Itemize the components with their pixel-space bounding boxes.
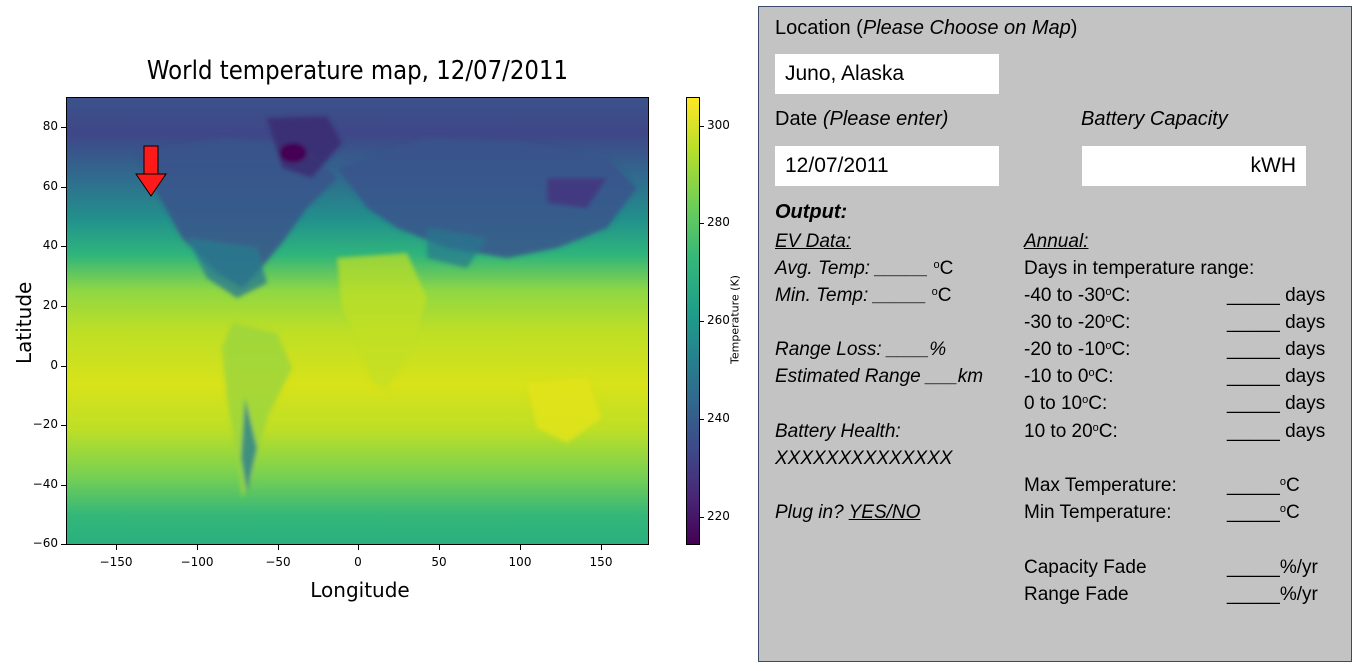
- battery-health-value: XXXXXXXXXXXXXX: [775, 448, 953, 469]
- min-temp-output: Min. Temp: _____ oC: [775, 285, 952, 306]
- range-row-label: -20 to -10oC:: [1024, 339, 1131, 360]
- x-tick-label: 50: [431, 555, 447, 569]
- annual-heading: Annual:: [1024, 231, 1089, 252]
- min-temperature-label: Min Temperature:: [1024, 502, 1172, 523]
- colorbar-label: Temperature (K): [728, 275, 742, 364]
- map-heatmap: [67, 98, 648, 544]
- max-temperature-value: _____oC: [1227, 475, 1300, 496]
- x-tick-label: −50: [265, 555, 291, 569]
- range-row-label: -40 to -30oC:: [1024, 285, 1131, 306]
- colorbar-tick: 240: [707, 411, 730, 425]
- range-row-days: _____ days: [1227, 421, 1326, 442]
- map-title: World temperature map, 12/07/2011: [146, 56, 569, 86]
- range-fade-value: _____%/yr: [1227, 584, 1318, 605]
- colorbar: [686, 97, 700, 545]
- location-marker-arrow[interactable]: [135, 145, 167, 197]
- output-heading: Output:: [775, 201, 848, 223]
- range-row-days: _____ days: [1227, 312, 1326, 333]
- y-tick-label: 60: [42, 179, 58, 193]
- y-tick-label: −60: [32, 536, 58, 550]
- colorbar-tick: 260: [707, 313, 730, 327]
- date-input[interactable]: 12/07/2011: [775, 146, 999, 186]
- estimated-range-output: Estimated Range ___km: [775, 366, 984, 387]
- y-axis-label: Latitude: [12, 281, 36, 364]
- y-tick-label: −40: [32, 477, 58, 491]
- location-label: Location (Please Choose on Map): [775, 17, 1078, 39]
- x-tick-label: 150: [589, 555, 613, 569]
- days-in-range-label: Days in temperature range:: [1024, 258, 1255, 279]
- capacity-fade-label: Capacity Fade: [1024, 557, 1147, 578]
- range-row-label: -10 to 0oC:: [1024, 366, 1114, 387]
- y-tick-label: 40: [42, 238, 58, 252]
- range-row-label: 0 to 10oC:: [1024, 393, 1108, 414]
- range-row-days: _____ days: [1227, 393, 1326, 414]
- range-row-days: _____ days: [1227, 339, 1326, 360]
- ev-data-heading: EV Data:: [775, 231, 852, 252]
- world-temperature-map[interactable]: [66, 97, 649, 545]
- range-row-label: -30 to -20oC:: [1024, 312, 1131, 333]
- y-tick-label: 80: [42, 119, 58, 133]
- range-fade-label: Range Fade: [1024, 584, 1129, 605]
- battery-capacity-input[interactable]: kWH: [1082, 146, 1306, 186]
- max-temperature-label: Max Temperature:: [1024, 475, 1177, 496]
- x-tick-label: −100: [180, 555, 214, 569]
- colorbar-tick: 220: [707, 509, 730, 523]
- range-row-days: _____ days: [1227, 285, 1326, 306]
- x-tick-label: 100: [508, 555, 532, 569]
- avg-temp-output: Avg. Temp: _____ oC: [775, 258, 954, 279]
- colorbar-tick: 300: [707, 118, 730, 132]
- plug-in-question: Plug in? YES/NO: [775, 502, 921, 523]
- ev-input-panel: Location (Please Choose on Map) Juno, Al…: [758, 6, 1352, 662]
- range-loss-output: Range Loss: ____%: [775, 339, 947, 360]
- location-field[interactable]: Juno, Alaska: [775, 54, 999, 94]
- capacity-fade-value: _____%/yr: [1227, 557, 1318, 578]
- y-tick-label: 0: [50, 358, 58, 372]
- x-tick-label: 0: [354, 555, 362, 569]
- battery-health-label: Battery Health:: [775, 421, 901, 442]
- date-label: Date (Please enter): [775, 108, 949, 130]
- x-axis-label: Longitude: [310, 578, 410, 602]
- temperature-map-figure: World temperature map, 12/07/2011: [12, 56, 742, 602]
- range-row-days: _____ days: [1227, 366, 1326, 387]
- plug-in-options[interactable]: YES/NO: [848, 502, 921, 523]
- min-temperature-value: _____oC: [1227, 502, 1300, 523]
- y-tick-label: −20: [32, 417, 58, 431]
- range-row-label: 10 to 20oC:: [1024, 421, 1118, 442]
- battery-capacity-label: Battery Capacity: [1081, 108, 1228, 130]
- y-tick-label: 20: [42, 298, 58, 312]
- colorbar-tick: 280: [707, 215, 730, 229]
- x-tick-label: −150: [99, 555, 133, 569]
